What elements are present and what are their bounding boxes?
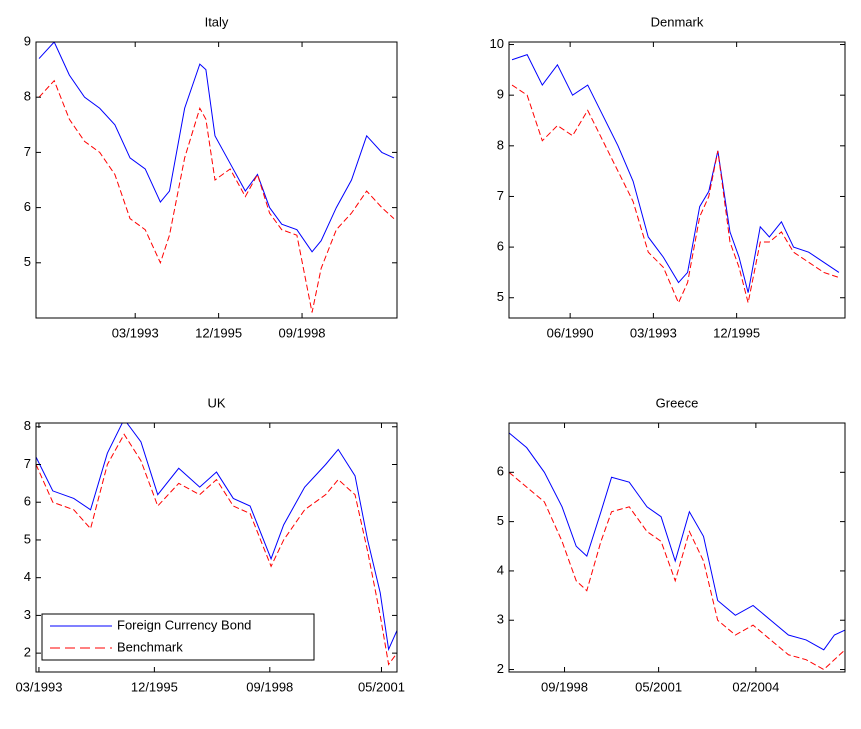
series-line (509, 471, 845, 671)
plot-frame (35, 422, 398, 673)
panel: Greece 2 3 4 5 6 09/1998 05/2001 02/2004 (497, 395, 846, 694)
x-tick-label: 03/1993 (112, 325, 159, 340)
y-tick-label: 2 (497, 661, 504, 676)
y-tick-label: 9 (24, 33, 31, 48)
y-tick-label: 6 (24, 199, 31, 214)
x-tick-label: 09/1998 (279, 325, 326, 340)
y-tick-label: 5 (24, 254, 31, 269)
y-tick-label: 6 (497, 239, 504, 254)
y-tick-label: 5 (497, 513, 504, 528)
x-tick-label: 09/1998 (541, 679, 588, 694)
x-tick-label: 06/1990 (547, 325, 594, 340)
y-tick-label: 5 (497, 289, 504, 304)
panel-title: UK (207, 395, 225, 410)
x-tick-label: 03/1993 (630, 325, 677, 340)
y-tick-label: 8 (24, 89, 31, 104)
series-line (36, 423, 397, 652)
panel: Italy 5 6 7 8 9 03/1993 12/1995 09/1998 (24, 14, 398, 340)
y-tick-label: 7 (24, 456, 31, 471)
panel-title: Italy (205, 14, 229, 29)
y-tick-label: 3 (24, 607, 31, 622)
series-line (509, 432, 845, 651)
series-line (38, 42, 395, 253)
plot-frame (508, 41, 846, 319)
y-tick-label: 5 (24, 531, 31, 546)
y-tick-label: 3 (497, 612, 504, 627)
x-tick-label: 12/1995 (195, 325, 242, 340)
x-tick-label: 03/1993 (15, 679, 62, 694)
y-tick-label: 8 (497, 137, 504, 152)
legend-label: Foreign Currency Bond (117, 617, 251, 632)
y-tick-label: 4 (24, 569, 31, 584)
series-line (36, 433, 397, 666)
series-line (511, 54, 840, 293)
series-line (38, 79, 395, 313)
x-tick-label: 12/1995 (713, 325, 760, 340)
y-tick-label: 6 (24, 494, 31, 509)
y-tick-label: 10 (490, 36, 504, 51)
x-tick-label: 02/2004 (732, 679, 779, 694)
x-tick-label: 05/2001 (635, 679, 682, 694)
panel-title: Denmark (651, 14, 704, 29)
x-tick-label: 05/2001 (358, 679, 405, 694)
y-tick-label: 9 (497, 87, 504, 102)
y-tick-label: 2 (24, 645, 31, 660)
y-tick-label: 8 (24, 418, 31, 433)
plot-frame (508, 422, 846, 673)
legend-box (41, 613, 315, 661)
legend: Foreign Currency Bond Benchmark (41, 613, 315, 661)
y-tick-label: 7 (497, 188, 504, 203)
y-tick-label: 7 (24, 144, 31, 159)
plot-frame (35, 41, 398, 319)
panel: Denmark 5 6 7 8 9 10 06/1990 03/1993 12/1995 (490, 14, 846, 340)
y-tick-label: 6 (497, 464, 504, 479)
x-tick-label: 09/1998 (246, 679, 293, 694)
legend-label: Benchmark (117, 639, 183, 654)
panel: UK 2 3 4 5 6 7 8 03/1993 12/1995 09/1998 05/2001 For… (15, 395, 405, 694)
series-line (511, 84, 840, 305)
panel-title: Greece (656, 395, 699, 410)
y-tick-label: 4 (497, 562, 504, 577)
x-tick-label: 12/1995 (131, 679, 178, 694)
